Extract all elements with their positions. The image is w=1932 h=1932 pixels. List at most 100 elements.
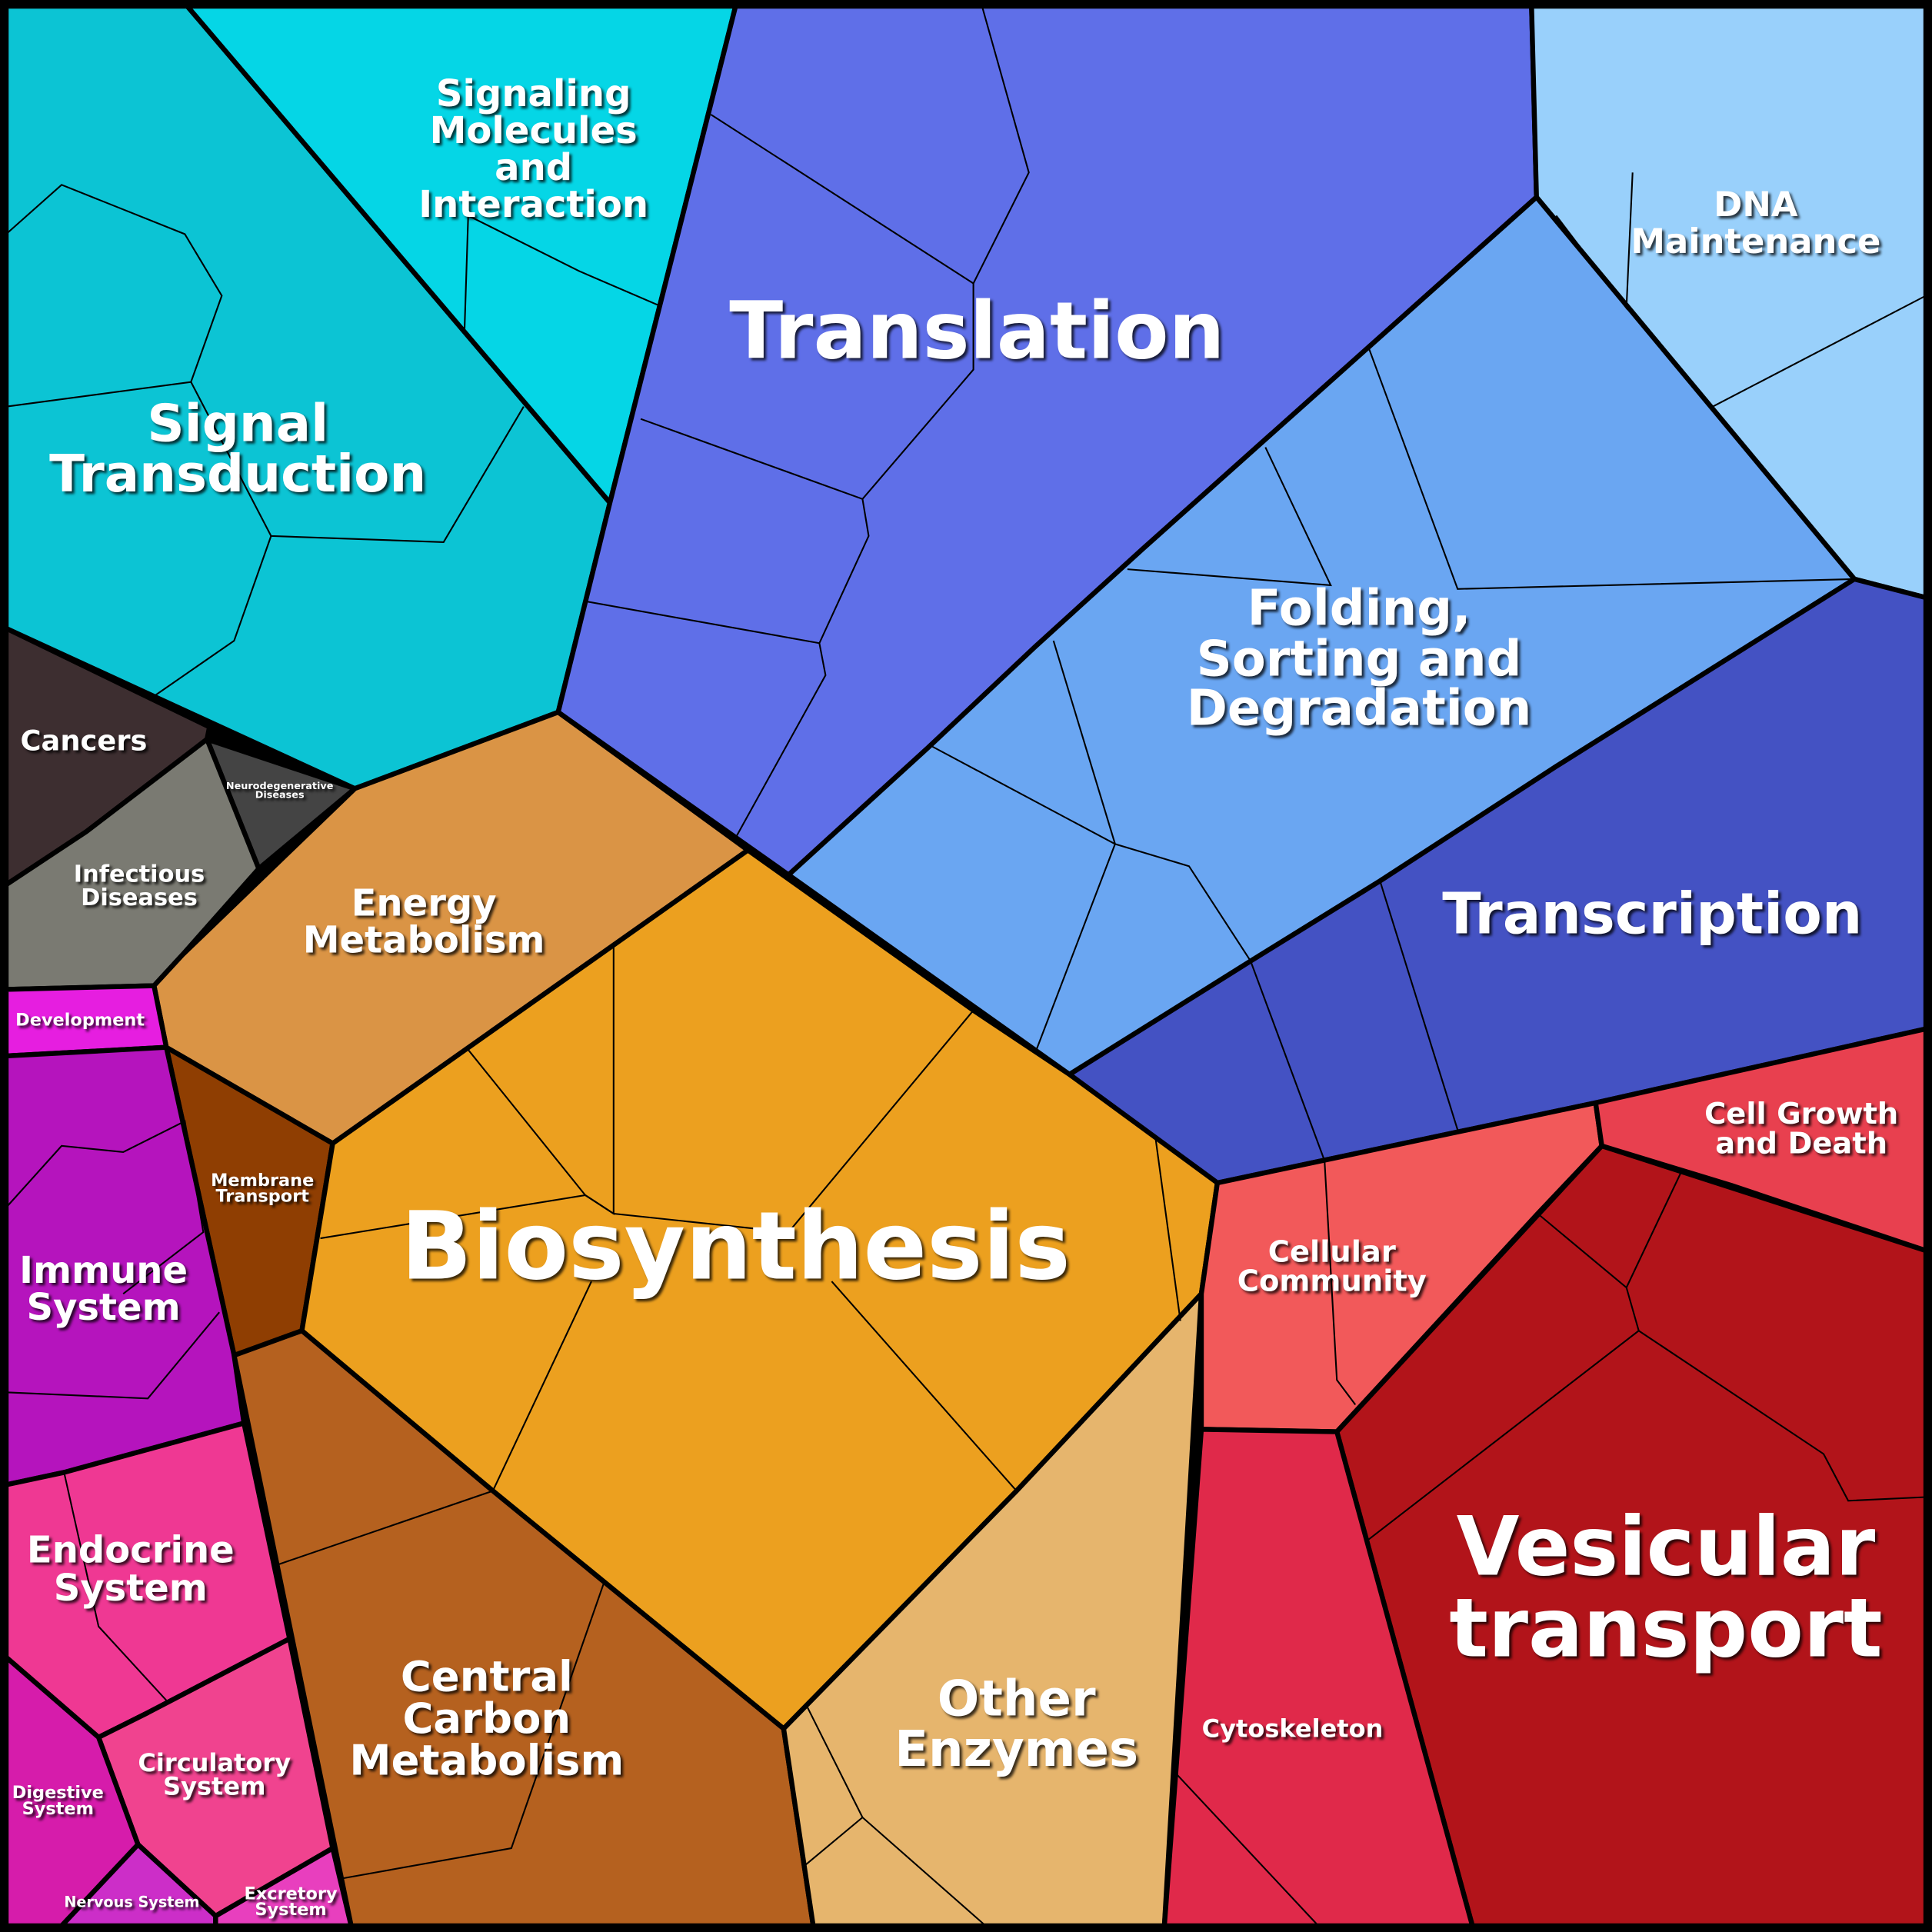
region-label: Excretory System: [245, 1884, 338, 1920]
sub-cell-line: [1638, 1330, 1927, 1502]
cells: [3, 3, 1929, 1929]
label-line: Infectious: [74, 861, 205, 888]
sub-cell-line: [1034, 640, 1116, 1054]
sub-cell-line: [1625, 1170, 1683, 1288]
region-label: Cytoskeleton: [1202, 1714, 1384, 1743]
label-line: System: [54, 1567, 208, 1610]
labels: Signal Transduction Signaling Molecules and…: [12, 72, 1898, 1920]
region-label: Transcription: [1442, 882, 1862, 948]
label-line: Transduction: [49, 444, 426, 504]
region-label: Immune System: [19, 1249, 188, 1329]
sub-cell-line: [491, 1281, 592, 1491]
label-line: Digestive: [12, 1782, 104, 1802]
label-line: Metabolism: [349, 1736, 624, 1785]
region-label: Neurodegenerative Diseases: [226, 781, 334, 801]
label-line: Excretory: [245, 1884, 338, 1904]
sub-cell-line: [1176, 1774, 1319, 1927]
label-line: Translation: [729, 286, 1224, 378]
label-line: Other: [938, 1671, 1096, 1727]
label-line: transport: [1449, 1581, 1882, 1675]
sub-cell-line: [710, 5, 1030, 285]
region-label: Development: [15, 1010, 145, 1030]
label-line: Energy: [351, 882, 497, 925]
sub-cell-line: [1555, 172, 1634, 311]
label-line: Endocrine: [27, 1529, 235, 1572]
label-line: Degradation: [1187, 680, 1532, 737]
label-line: and: [495, 146, 572, 189]
sub-cell-line: [190, 381, 525, 543]
label-line: Development: [15, 1010, 145, 1030]
label-line: Cancers: [20, 724, 147, 757]
sub-cell-line: [1367, 1213, 1640, 1541]
label-line: Cell Growth: [1704, 1096, 1898, 1131]
label-line: Carbon: [402, 1694, 571, 1743]
label-line: Cellular: [1268, 1234, 1396, 1269]
region-label: Cell Growth and Death: [1704, 1096, 1898, 1160]
label-line: System: [255, 1900, 326, 1920]
sub-cell-line: [5, 184, 223, 408]
region-label: Folding, Sorting and Degradation: [1187, 580, 1532, 737]
sub-cell-line: [1324, 1161, 1357, 1405]
label-line: DNA: [1714, 184, 1798, 225]
label-line: Neurodegenerative: [226, 781, 334, 792]
label-line: and Death: [1715, 1126, 1887, 1161]
label-line: Transport: [215, 1186, 309, 1206]
sub-cell-line: [1379, 881, 1459, 1131]
sub-cell-line: [1154, 1139, 1181, 1321]
sub-cell-line: [930, 744, 1251, 962]
sub-cell-line: [153, 535, 272, 698]
label-line: Cytoskeleton: [1202, 1714, 1384, 1743]
cell: [781, 1291, 1204, 1929]
region-label: Central Carbon Metabolism: [349, 1652, 624, 1785]
sub-cell-line: [585, 498, 870, 645]
region-label: Membrane Transport: [211, 1170, 314, 1206]
region-label: Vesicular transport: [1449, 1499, 1882, 1675]
region-label: Endocrine System: [27, 1529, 235, 1611]
label-line: Sorting and: [1197, 631, 1522, 688]
sub-cell-line: [5, 1120, 205, 1294]
label-line: Central: [401, 1652, 573, 1701]
region-label: Translation: [729, 286, 1224, 378]
sub-cell-line: [463, 214, 660, 331]
sub-cell-line: [1712, 295, 1927, 408]
label-line: Membrane: [211, 1170, 314, 1190]
label-line: Enzymes: [894, 1721, 1138, 1778]
region-label: Nervous System: [64, 1893, 199, 1910]
sub-cells: [5, 5, 1927, 1927]
label-line: Biosynthesis: [401, 1191, 1071, 1301]
sub-cell-line: [640, 283, 974, 501]
label-line: Diseases: [81, 884, 198, 911]
region-label: Signaling Molecules and Interaction: [418, 72, 648, 226]
sub-cell-line: [277, 1490, 605, 1880]
label-line: Community: [1237, 1264, 1427, 1298]
region-label: Biosynthesis: [401, 1191, 1071, 1301]
region-label: Signal Transduction: [49, 393, 426, 504]
label-line: Transcription: [1442, 882, 1862, 948]
sub-cell-line: [63, 1472, 168, 1701]
sub-cell-line: [1127, 447, 1332, 587]
label-line: Signaling: [436, 72, 631, 115]
label-line: Maintenance: [1631, 221, 1880, 261]
sub-cell-line: [802, 1706, 864, 1867]
sub-cell-line: [5, 1311, 220, 1400]
label-line: Immune: [19, 1249, 188, 1292]
label-line: Nervous System: [64, 1893, 199, 1910]
label-line: System: [163, 1772, 265, 1801]
sub-cell-line: [861, 1817, 987, 1927]
sub-cell-line: [320, 1010, 974, 1240]
region-label: Digestive System: [12, 1782, 104, 1818]
label-line: Interaction: [418, 183, 648, 226]
label-line: Molecules: [430, 109, 638, 152]
label-line: System: [27, 1286, 181, 1329]
label-line: Circulatory: [138, 1748, 291, 1777]
region-label: DNA Maintenance: [1631, 184, 1880, 261]
region-label: Cancers: [20, 724, 147, 757]
sub-cell-line: [1367, 345, 1855, 590]
label-line: Diseases: [255, 789, 305, 801]
label-line: Folding,: [1247, 580, 1471, 637]
sub-cell-line: [1250, 961, 1326, 1161]
region-label: Energy Metabolism: [303, 882, 545, 962]
label-line: Metabolism: [303, 919, 545, 962]
sub-cell-line: [831, 1281, 1018, 1492]
